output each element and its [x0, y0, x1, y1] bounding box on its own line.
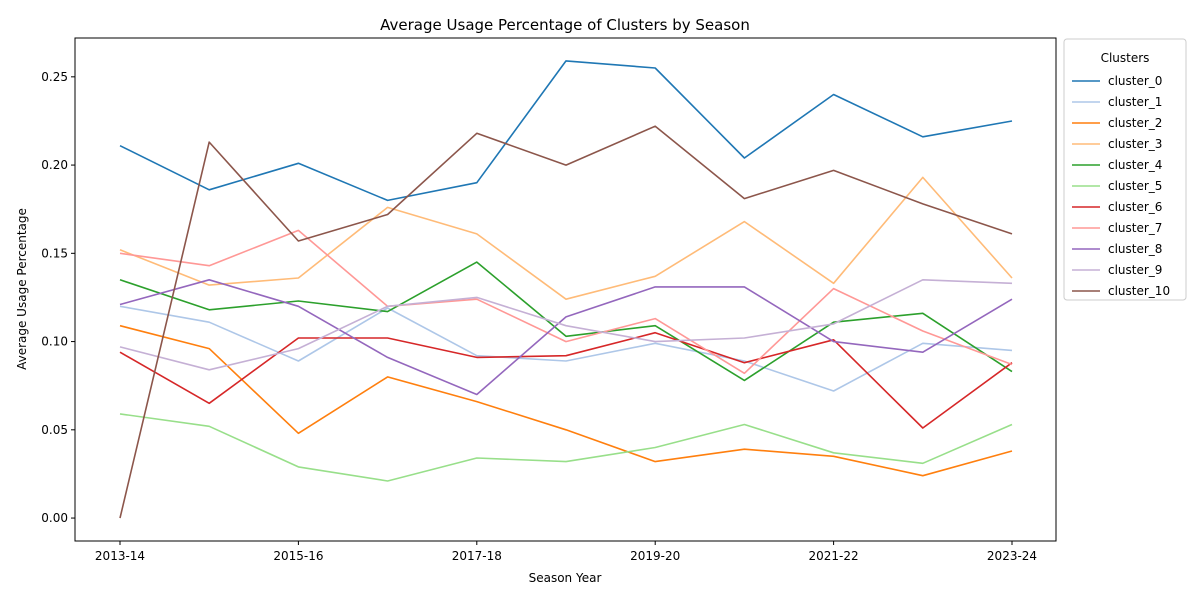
series-line-cluster-10 — [119, 125, 1013, 519]
series-line-cluster-5 — [119, 413, 1013, 482]
legend-entry-cluster-5: cluster_5 — [1108, 179, 1162, 193]
x-tick-label: 2021-22 — [809, 549, 859, 563]
y-tick-label: 0.10 — [41, 335, 68, 349]
x-tick-label: 2023-24 — [987, 549, 1037, 563]
chart-title: Average Usage Percentage of Clusters by … — [380, 16, 750, 34]
y-tick-label: 0.20 — [41, 158, 68, 172]
series-line-cluster-7 — [119, 229, 1013, 375]
x-axis-label: Season Year — [529, 571, 602, 585]
y-axis-label: Average Usage Percentage — [15, 208, 29, 370]
legend-entry-cluster-4: cluster_4 — [1108, 158, 1162, 172]
y-tick-label: 0.00 — [41, 511, 68, 525]
legend-entry-cluster-10: cluster_10 — [1108, 284, 1170, 298]
x-tick-label: 2019-20 — [630, 549, 680, 563]
series-line-cluster-9 — [119, 278, 1013, 371]
series-line-cluster-3 — [119, 176, 1013, 301]
legend-entry-cluster-1: cluster_1 — [1108, 95, 1162, 109]
legend-entry-cluster-8: cluster_8 — [1108, 242, 1162, 256]
plot-area — [119, 60, 1013, 519]
legend-title: Clusters — [1101, 51, 1150, 65]
legend-entry-cluster-6: cluster_6 — [1108, 200, 1162, 214]
series-line-cluster-2 — [119, 324, 1013, 477]
legend-entry-cluster-3: cluster_3 — [1108, 137, 1162, 151]
legend-entry-cluster-9: cluster_9 — [1108, 263, 1162, 277]
x-axis: 2013-14 2015-16 2017-18 2019-20 2021-22 2023-… — [95, 541, 1037, 563]
legend-entry-cluster-7: cluster_7 — [1108, 221, 1162, 235]
y-axis: 0.00 0.05 0.10 0.15 0.20 0.25 — [41, 70, 75, 525]
y-tick-label: 0.25 — [41, 70, 68, 84]
y-tick-label: 0.15 — [41, 246, 68, 260]
x-tick-label: 2017-18 — [452, 549, 502, 563]
series-line-cluster-1 — [119, 305, 1013, 392]
x-tick-label: 2013-14 — [95, 549, 145, 563]
x-tick-label: 2015-16 — [273, 549, 323, 563]
legend-entry-cluster-2: cluster_2 — [1108, 116, 1162, 130]
legend-entry-cluster-0: cluster_0 — [1108, 74, 1162, 88]
series-line-cluster-8 — [119, 278, 1013, 396]
y-tick-label: 0.05 — [41, 423, 68, 437]
series-line-cluster-4 — [119, 261, 1013, 382]
series-line-cluster-6 — [119, 331, 1013, 429]
legend-frame — [1063, 38, 1187, 301]
legend: Clusters cluster_0 cluster_1 cluster_2clus… — [1063, 38, 1187, 301]
plot-frame — [74, 37, 1057, 542]
series-line-cluster-0 — [119, 60, 1013, 202]
